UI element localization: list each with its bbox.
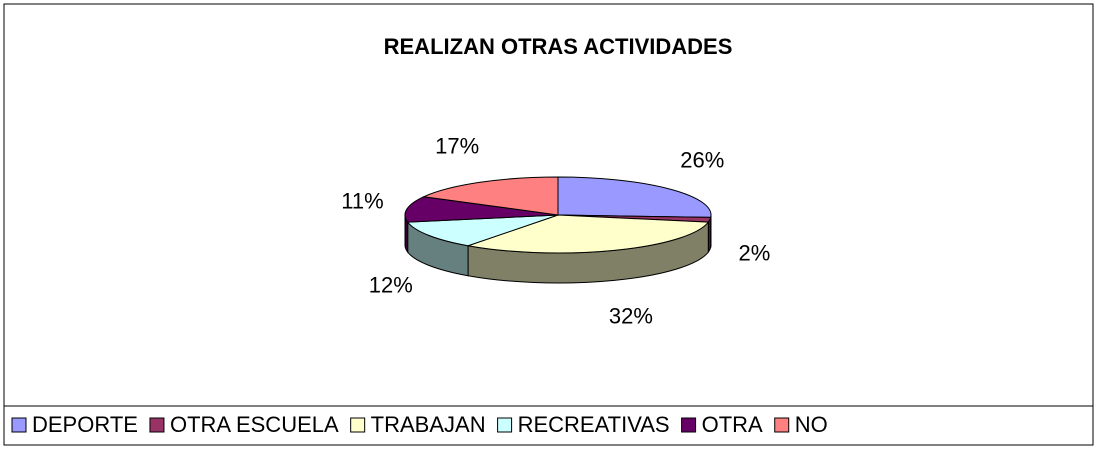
legend-label: OTRA bbox=[702, 412, 763, 437]
legend-label: OTRA ESCUELA bbox=[170, 412, 339, 437]
pie-slice bbox=[557, 176, 712, 218]
data-label: 12% bbox=[369, 273, 413, 298]
legend-swatch bbox=[11, 417, 27, 433]
legend-label: DEPORTE bbox=[32, 412, 138, 437]
data-label: 17% bbox=[435, 134, 479, 159]
legend-swatch bbox=[774, 417, 790, 433]
legend-swatch bbox=[497, 417, 513, 433]
chart-title: REALIZAN OTRAS ACTIVIDADES bbox=[384, 34, 733, 59]
pie-slice bbox=[406, 214, 559, 247]
data-label: 26% bbox=[680, 147, 724, 172]
pie-slice bbox=[404, 196, 559, 223]
legend-label: TRABAJAN bbox=[371, 412, 486, 437]
pie-slice bbox=[422, 176, 559, 216]
legend-swatch bbox=[350, 417, 366, 433]
legend-swatch bbox=[681, 417, 697, 433]
data-label: 2% bbox=[739, 241, 771, 266]
pie-slice bbox=[466, 214, 710, 254]
data-label: 32% bbox=[609, 303, 653, 328]
data-label: 11% bbox=[341, 189, 383, 214]
legend-label: NO bbox=[795, 412, 828, 437]
legend-swatch bbox=[149, 417, 165, 433]
legend-label: RECREATIVAS bbox=[518, 412, 670, 437]
